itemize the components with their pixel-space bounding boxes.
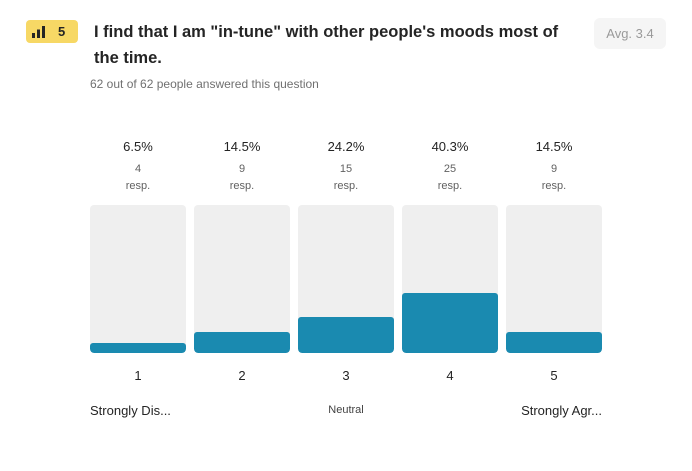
bar-chart-icon bbox=[32, 25, 45, 38]
bar-count-unit: resp. bbox=[333, 180, 359, 192]
bar-count-label: 4 bbox=[134, 163, 142, 175]
question-number-badge: 5 bbox=[26, 20, 78, 43]
bar-track bbox=[402, 205, 498, 353]
bar-percent-label: 14.5% bbox=[535, 139, 573, 154]
bar-count-label: 9 bbox=[238, 163, 246, 175]
x-tick-label: 5 bbox=[550, 368, 558, 383]
scale-label-low: Strongly Dis... bbox=[90, 403, 171, 418]
x-tick-label: 2 bbox=[238, 368, 246, 383]
bar-count-label: 25 bbox=[443, 163, 457, 175]
bar[interactable] bbox=[298, 317, 394, 353]
bar[interactable] bbox=[402, 293, 498, 353]
bar[interactable] bbox=[90, 343, 186, 353]
answered-count: 62 out of 62 people answered this questi… bbox=[90, 77, 319, 91]
average-badge: Avg. 3.4 bbox=[594, 18, 666, 49]
bar-track bbox=[298, 205, 394, 353]
bar-count-unit: resp. bbox=[541, 180, 567, 192]
x-tick-label: 4 bbox=[446, 368, 454, 383]
scale-label-high: Strongly Agr... bbox=[521, 403, 602, 418]
bar-track bbox=[194, 205, 290, 353]
bar-count-label: 9 bbox=[550, 163, 558, 175]
bar-count-label: 15 bbox=[339, 163, 353, 175]
question-number: 5 bbox=[58, 24, 66, 39]
bar-percent-label: 24.2% bbox=[327, 139, 365, 154]
bar-count-unit: resp. bbox=[125, 180, 151, 192]
bar-count-unit: resp. bbox=[437, 180, 463, 192]
bar-track bbox=[506, 205, 602, 353]
bar-percent-label: 6.5% bbox=[123, 139, 153, 154]
bar-percent-label: 14.5% bbox=[223, 139, 261, 154]
scale-label-mid: Neutral bbox=[328, 404, 364, 416]
question-title: I find that I am "in-tune" with other pe… bbox=[94, 23, 559, 67]
bar[interactable] bbox=[194, 331, 290, 353]
bar-count-unit: resp. bbox=[229, 180, 255, 192]
bar-percent-label: 40.3% bbox=[431, 139, 469, 154]
bar[interactable] bbox=[506, 331, 602, 353]
bar-track bbox=[90, 205, 186, 353]
x-tick-label: 1 bbox=[134, 368, 142, 383]
x-tick-label: 3 bbox=[342, 368, 350, 383]
